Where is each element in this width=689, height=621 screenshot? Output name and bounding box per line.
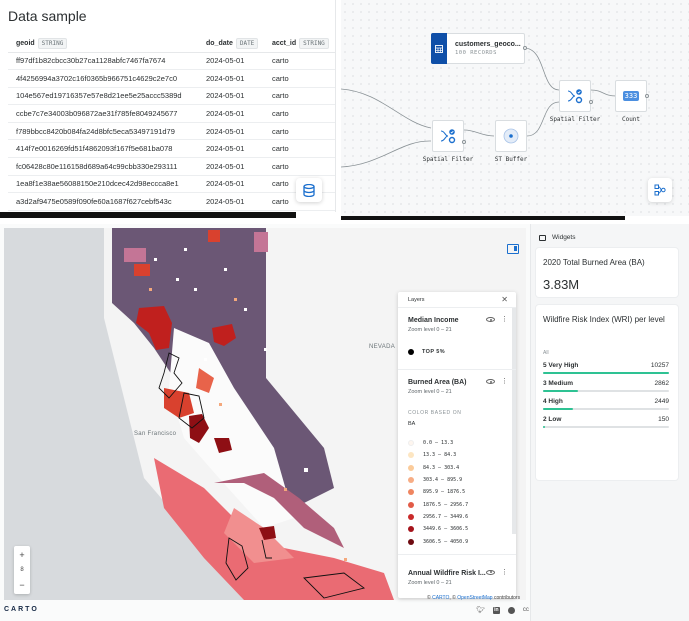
spatial-filter-icon — [440, 129, 456, 144]
table-row: f789bbcc8420b084fa24d8bfc5eca53497191d79… — [8, 122, 335, 141]
social-links: 🐦︎ in cc — [476, 606, 529, 614]
workflow-canvas[interactable]: customers_geoco... 100 RECORDS Spatial F… — [341, 0, 689, 216]
map-label-sf: San Francisco — [134, 431, 177, 437]
legend-item: 0.0 – 13.3 — [408, 437, 508, 449]
workflow-icon — [654, 184, 666, 196]
workflow-edges — [341, 47, 617, 168]
widgets-panel: Widgets 2020 Total Burned Area (BA) 3.83… — [530, 224, 689, 621]
table-icon — [431, 33, 447, 64]
source-node-records: 100 RECORDS — [455, 50, 497, 56]
layer-median-income[interactable]: Median Income Zoom level 0 – 21 ⋮ TOP 5% — [398, 308, 516, 370]
scrollbar[interactable] — [512, 308, 516, 534]
carto-logo: CARTO — [4, 606, 39, 613]
output-port[interactable] — [523, 46, 527, 50]
type-chip: DATE — [235, 38, 259, 50]
more-options-icon[interactable]: ⋮ — [501, 378, 508, 385]
legend-item: 895.9 – 1876.5 — [408, 486, 508, 498]
type-chip: STRING — [299, 38, 329, 50]
widgets-title: Widgets — [552, 234, 576, 241]
count-icon: 333 — [622, 91, 640, 101]
table-row: 1ea8f1e38ae56088150e210dcec42d98eccca8e1… — [8, 175, 335, 194]
legend-item: 303.4 – 895.9 — [408, 474, 508, 486]
data-sample-title: Data sample — [8, 8, 87, 24]
workflow-button[interactable] — [648, 178, 672, 202]
legend-item: 2956.7 – 3449.6 — [408, 511, 508, 523]
node-label: ST Buffer — [494, 156, 528, 163]
filter-all[interactable]: All — [543, 350, 549, 356]
data-source-button[interactable] — [296, 178, 322, 202]
layer-wildfire-risk[interactable]: Annual Wildfire Risk I... Zoom level 0 –… — [408, 568, 508, 598]
database-icon — [303, 183, 315, 197]
column-header-geoid[interactable]: geoid STRING — [8, 36, 198, 53]
visibility-eye-icon[interactable] — [486, 317, 495, 322]
st-buffer-node[interactable] — [495, 120, 527, 152]
zoom-control: + 8 − — [14, 546, 30, 594]
cc-icon[interactable]: cc — [522, 607, 529, 613]
legend-item: 84.3 – 303.4 — [408, 462, 508, 474]
table-row: ccbe7c7e34003b096872ae31f785fe8049245677… — [8, 104, 335, 123]
linkedin-icon[interactable]: in — [492, 606, 500, 614]
osm-link[interactable]: OpenStreetMap — [457, 595, 493, 601]
legend-item: 3606.5 – 4050.9 — [408, 535, 508, 547]
table-row: 4f4256994a3702c16f0365b966751c4629c2e7c0… — [8, 69, 335, 88]
legend-item: 13.3 – 84.3 — [408, 449, 508, 461]
source-node[interactable]: customers_geoco... 100 RECORDS — [431, 33, 525, 64]
data-sample-panel: Data sample geoid STRING do_date DATE acct… — [0, 0, 336, 212]
table-row: fc06428c80e116158d689a64c99cbb330e293111… — [8, 157, 335, 176]
map-label-nevada: NEVADA — [369, 344, 396, 350]
legend-item: 1876.5 – 2956.7 — [408, 498, 508, 510]
facebook-icon[interactable] — [507, 606, 515, 614]
output-port[interactable] — [462, 140, 466, 144]
node-label: Count — [621, 116, 641, 123]
more-options-icon[interactable]: ⋮ — [501, 568, 508, 576]
type-chip: STRING — [37, 38, 68, 50]
twitter-icon[interactable]: 🐦︎ — [476, 607, 485, 614]
widget-total-burned-area: 2020 Total Burned Area (BA) 3.83M — [536, 248, 678, 297]
visibility-eye-icon[interactable] — [486, 379, 495, 384]
legend-list: 0.0 – 13.3 13.3 – 84.3 84.3 – 303.4 303.… — [408, 437, 508, 548]
legend-swatch — [408, 349, 414, 355]
more-options-icon[interactable]: ⋮ — [501, 316, 508, 323]
table-row: 104e567ed19716357e57e8d21ee5e25accc5389d… — [8, 87, 335, 106]
output-port[interactable] — [589, 100, 593, 104]
legend-item: 3449.6 – 3606.5 — [408, 523, 508, 535]
buffer-icon — [503, 128, 519, 144]
spatial-filter-node[interactable] — [559, 80, 591, 112]
count-node[interactable]: 333 — [615, 80, 647, 112]
layers-title: Layers — [408, 296, 425, 303]
column-header-acct-id[interactable]: acct_id STRING — [264, 36, 335, 53]
zoom-level: 8 — [20, 566, 24, 573]
divider — [341, 216, 625, 220]
node-label: Spatial Filter — [549, 116, 601, 123]
table-row: 414f7e0016269fd51f4862093f167f5e681ba078… — [8, 139, 335, 159]
layers-panel: Layers ✕ Median Income Zoom level 0 – 21… — [398, 292, 516, 598]
divider — [0, 212, 296, 218]
spatial-filter-icon — [567, 89, 583, 104]
close-icon[interactable]: ✕ — [501, 295, 508, 304]
output-port[interactable] — [645, 94, 649, 98]
widget-value: 3.83M — [543, 277, 580, 292]
visibility-eye-icon[interactable] — [486, 569, 495, 575]
spatial-filter-node[interactable] — [432, 120, 464, 152]
zoom-out-button[interactable]: − — [19, 580, 25, 591]
panel-toggle-icon[interactable] — [507, 244, 519, 254]
map-attribution: © CARTO, © OpenStreetMap contributors — [427, 595, 521, 601]
table-row: ff97df1b82cbcc30b27ca1128abfc7467fa7674 2… — [8, 52, 335, 71]
table-row: a3d2af9475e0589f090fe60a1687f627cebf543c… — [8, 192, 335, 211]
node-label: Spatial Filter — [422, 156, 474, 163]
widget-wri: Wildfire Risk Index (WRI) per level All … — [536, 305, 678, 480]
data-sample-table: geoid STRING do_date DATE acct_id STRING ff… — [8, 36, 335, 211]
zoom-in-button[interactable]: + — [19, 549, 25, 560]
widgets-icon — [539, 234, 546, 241]
source-node-name: customers_geoco... — [455, 41, 521, 48]
carto-link[interactable]: CARTO — [432, 595, 450, 601]
layer-burned-area[interactable]: Burned Area (BA) Zoom level 0 – 21 ⋮ COL… — [398, 370, 516, 555]
column-header-do-date[interactable]: do_date DATE — [198, 36, 264, 53]
